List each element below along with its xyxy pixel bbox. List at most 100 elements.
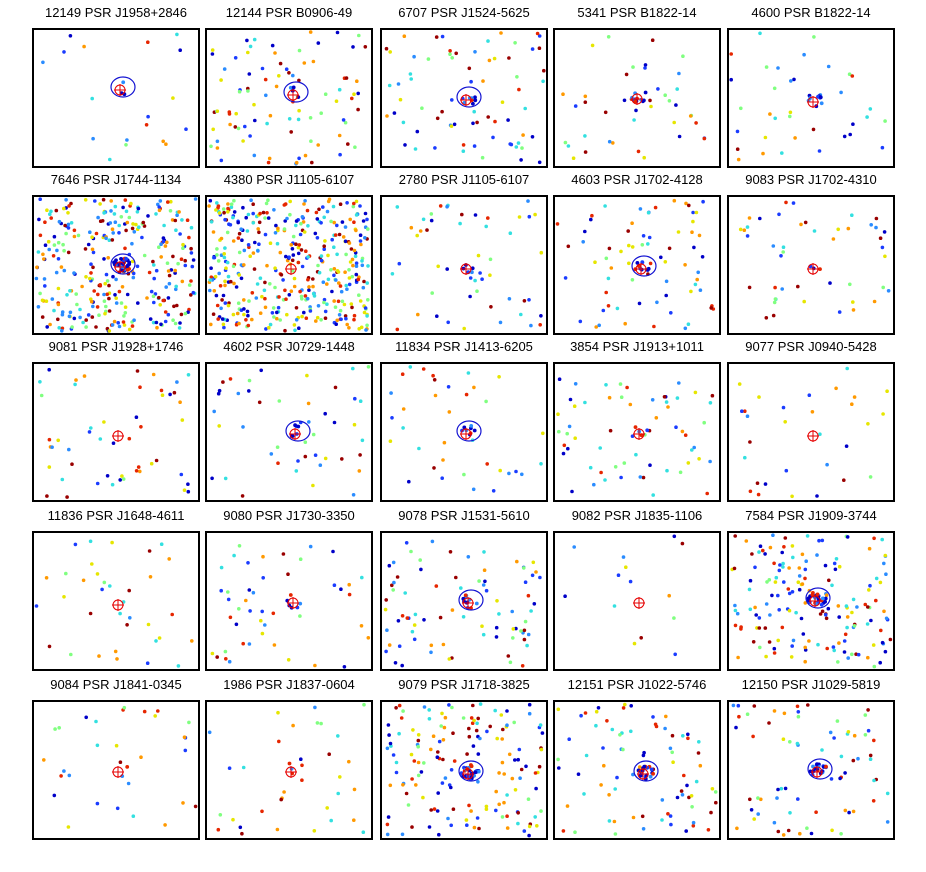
scatter-point bbox=[215, 655, 219, 659]
scatter-point bbox=[207, 730, 212, 735]
scatter-point bbox=[842, 650, 847, 654]
scatter-point bbox=[842, 639, 847, 643]
scatter-point bbox=[694, 779, 699, 784]
scatter-point bbox=[493, 119, 497, 124]
scatter-point bbox=[219, 253, 224, 257]
scatter-point bbox=[103, 311, 107, 316]
scatter-point bbox=[247, 378, 252, 383]
scatter-point bbox=[825, 646, 829, 651]
scatter-point bbox=[385, 832, 390, 837]
scatter-point bbox=[222, 325, 226, 330]
scatter-point bbox=[172, 390, 177, 395]
scatter-point bbox=[345, 287, 349, 291]
scatter-point bbox=[415, 233, 419, 238]
scatter-point bbox=[90, 96, 94, 101]
scatter-point bbox=[118, 611, 122, 616]
scatter-point bbox=[497, 771, 501, 775]
scatter-point bbox=[778, 563, 782, 567]
scatter-point bbox=[777, 608, 781, 612]
scatter-point bbox=[494, 808, 498, 813]
scatter-point bbox=[441, 738, 446, 742]
scatter-point bbox=[441, 458, 445, 462]
scatter-point bbox=[215, 303, 220, 308]
scatter-point bbox=[314, 210, 319, 215]
scatter-point bbox=[646, 242, 650, 246]
scatter-point bbox=[628, 579, 633, 584]
scatter-point bbox=[535, 31, 540, 36]
scatter-point bbox=[736, 655, 740, 660]
scatter-point bbox=[386, 723, 391, 727]
scatter-point bbox=[311, 59, 316, 64]
scatter-point bbox=[177, 210, 181, 214]
scatter-point bbox=[866, 655, 870, 660]
scatter-point bbox=[710, 393, 715, 398]
scatter-point bbox=[780, 625, 785, 630]
scatter-point bbox=[69, 221, 74, 225]
scatter-point bbox=[186, 489, 191, 494]
cluster-point bbox=[112, 260, 116, 265]
scatter-point bbox=[36, 305, 41, 309]
scatter-point bbox=[169, 199, 173, 204]
scatter-point bbox=[403, 591, 407, 595]
scatter-point bbox=[806, 703, 810, 707]
scatter-point bbox=[784, 200, 788, 205]
scatter-point bbox=[263, 296, 267, 301]
scatter-point bbox=[76, 233, 81, 238]
scatter-point bbox=[358, 239, 363, 243]
scatter-point bbox=[153, 714, 157, 718]
scatter-point bbox=[236, 301, 241, 305]
scatter-point bbox=[752, 817, 756, 821]
scatter-point bbox=[275, 316, 279, 321]
scatter-point bbox=[187, 283, 192, 287]
scatter-point bbox=[471, 703, 475, 708]
scatter-point bbox=[637, 301, 642, 306]
scatter-point bbox=[740, 409, 744, 413]
scatter-point bbox=[474, 728, 479, 733]
scatter-point bbox=[154, 268, 159, 273]
scatter-point bbox=[67, 447, 71, 452]
scatter-point bbox=[523, 619, 528, 624]
scatter-point bbox=[805, 534, 810, 538]
scatter-point bbox=[497, 802, 501, 807]
scatter-point bbox=[217, 271, 221, 276]
scatter-point bbox=[757, 616, 762, 620]
scatter-point bbox=[353, 396, 357, 401]
scatter-point bbox=[107, 283, 111, 288]
scatter-point bbox=[656, 87, 660, 91]
scatter-point bbox=[533, 212, 537, 217]
scatter-point bbox=[159, 322, 163, 327]
scatter-point bbox=[302, 230, 307, 234]
scatter-point bbox=[260, 66, 265, 71]
scatter-point bbox=[697, 233, 702, 238]
scatter-point bbox=[667, 246, 672, 251]
scatter-point bbox=[680, 429, 685, 434]
scatter-point bbox=[175, 303, 179, 308]
scatter-point bbox=[330, 237, 334, 242]
scatter-point bbox=[245, 229, 250, 233]
scatter-point bbox=[676, 230, 681, 234]
scatter-point bbox=[323, 316, 328, 320]
scatter-point bbox=[333, 385, 338, 390]
scatter-point bbox=[780, 550, 784, 555]
scatter-point bbox=[250, 317, 254, 322]
scatter-point bbox=[51, 254, 56, 258]
scatter-point bbox=[110, 238, 115, 242]
scatter-point bbox=[582, 792, 586, 796]
scatter-point bbox=[825, 462, 829, 467]
scatter-point bbox=[680, 541, 685, 546]
panel-title: 1986 PSR J1837-0604 bbox=[223, 677, 355, 692]
scatter-point bbox=[95, 801, 100, 806]
scatter-point bbox=[319, 254, 324, 258]
scatter-point bbox=[505, 814, 509, 818]
scatter-point bbox=[674, 103, 678, 107]
scatter-panel bbox=[205, 28, 373, 168]
scatter-point bbox=[132, 318, 136, 322]
scatter-point bbox=[837, 641, 841, 645]
scatter-point bbox=[313, 663, 317, 668]
scatter-point bbox=[117, 223, 121, 228]
scatter-point bbox=[758, 31, 762, 36]
scatter-point bbox=[588, 465, 593, 470]
scatter-point bbox=[146, 214, 150, 218]
scatter-point bbox=[871, 643, 876, 647]
scatter-point bbox=[62, 595, 66, 599]
